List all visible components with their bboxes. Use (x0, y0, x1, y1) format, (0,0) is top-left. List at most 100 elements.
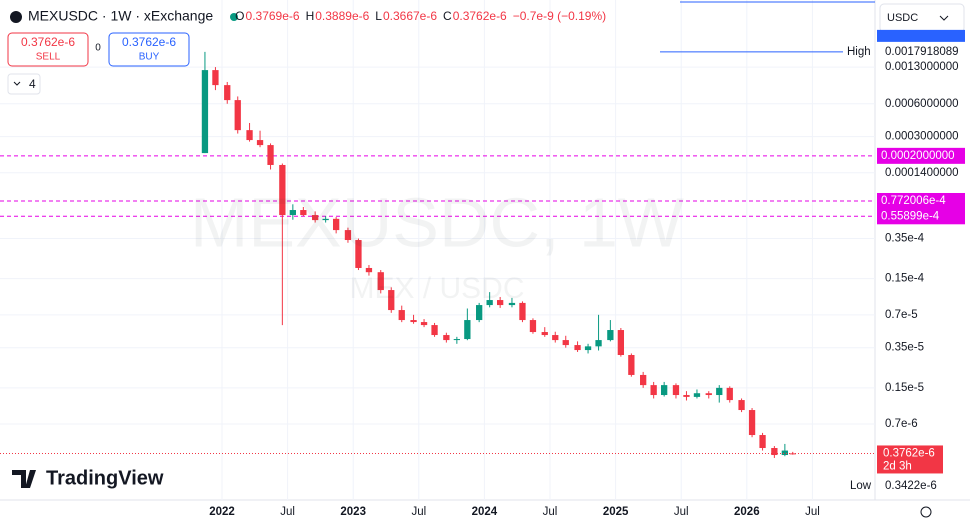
candle-body (661, 385, 668, 396)
candle-body (464, 320, 471, 340)
candle-body (300, 210, 307, 216)
ohlc-value: 0.3667e-6 (383, 9, 437, 23)
candle-body (388, 290, 395, 311)
price-line-badge (877, 147, 965, 164)
change: −0.7e-9 (−0.19%) (513, 9, 606, 23)
countdown: 2d 3h (883, 460, 912, 472)
candle-body (322, 218, 329, 221)
indicators-count: 4 (29, 77, 36, 91)
candle-body (267, 145, 274, 165)
candle-body (738, 400, 745, 411)
y-tick-label: 0.35e-4 (885, 233, 925, 245)
high-badge (877, 29, 965, 42)
sell-button[interactable] (7, 32, 89, 67)
price-line-badge (877, 208, 965, 225)
candle-body (256, 140, 264, 146)
candle-body (650, 385, 657, 396)
y-tick-label: 0.0006000000 (885, 98, 959, 110)
candle-body (476, 305, 483, 321)
ohlc-value: 0.3769e-6 (246, 9, 300, 23)
candle-body (344, 230, 352, 241)
candle-body (781, 450, 789, 456)
candle-body (640, 374, 647, 386)
candle-body (431, 325, 438, 336)
sell-label: SELL (36, 52, 61, 63)
candle-body (574, 345, 581, 351)
candle-body (234, 100, 241, 131)
low-text: Low (850, 480, 872, 492)
buy-button[interactable] (108, 32, 190, 67)
candle-body (683, 395, 690, 397)
price-line-label: 0.772006e-4 (881, 195, 946, 207)
plot-area (0, 0, 875, 500)
candle-body (312, 215, 319, 221)
candle-body (410, 320, 417, 323)
candle-body (212, 70, 219, 86)
candle-body (355, 240, 362, 268)
candle-body (617, 330, 625, 356)
candle-body (726, 387, 733, 401)
candle-body (279, 164, 286, 216)
candle-body (519, 302, 526, 321)
x-tick-label: Jul (543, 506, 558, 518)
candle-body (672, 385, 680, 396)
spread: 0 (95, 43, 101, 54)
currency: USDC (887, 12, 918, 24)
y-tick-label: 0.35e-5 (885, 342, 924, 354)
last-price-label: 0.3762e-6 (883, 447, 935, 459)
y-tick-label: 0.7e-5 (885, 309, 918, 321)
candle-body (748, 410, 756, 436)
x-tick-label: 2024 (472, 506, 498, 518)
candle-body (497, 300, 504, 306)
logo-mark (12, 470, 36, 488)
dropdown-arrow (939, 15, 949, 21)
ohlc-value: 0.3889e-6 (315, 9, 369, 23)
symbol-title: MEXUSDC · 1W · xExchange (28, 8, 213, 24)
overlay: MEXUSDC · 1W · xExchange 0.3762e-6 SELL … (7, 3, 965, 518)
x-tick-label: Jul (411, 506, 426, 518)
x-tick-label: Jul (280, 506, 295, 518)
last-price-badge (877, 445, 943, 474)
x-tick-label: Jul (805, 506, 820, 518)
indicators-toggle[interactable] (7, 73, 41, 95)
logo: TradingView (46, 467, 164, 489)
candle-body (628, 355, 635, 375)
watermark: MEXUSDC, 1W (190, 183, 684, 261)
candle-body (705, 393, 712, 396)
market-status (230, 13, 238, 21)
ohlc-key: H (306, 9, 315, 23)
high-text: High (847, 46, 871, 58)
candle-body (420, 322, 428, 326)
ohlc-value: 0.3762e-6 (453, 9, 507, 23)
symbol-icon (10, 11, 22, 23)
price-line-label: 0.55899e-4 (881, 210, 940, 222)
ohlc-key: O (235, 9, 244, 23)
y-tick-label: 0.15e-5 (885, 382, 924, 394)
ohlc-key: C (443, 9, 452, 23)
price-line-label: 0.0002000000 (881, 150, 955, 162)
candle-body (365, 267, 373, 273)
x-tick-label: 2023 (340, 506, 366, 518)
candle-body (486, 300, 493, 306)
candle-body (541, 332, 548, 336)
high-label: 0.0017918089 (885, 46, 959, 58)
x-tick-label: 2025 (603, 506, 629, 518)
y-tick-label: 0.0003000000 (885, 131, 959, 143)
ohlc-key: L (375, 9, 382, 23)
y-tick-label: 0.15e-4 (885, 273, 925, 285)
x-tick-label: 2026 (734, 506, 760, 518)
candle-body (595, 340, 602, 347)
x-tick-label: Jul (674, 506, 689, 518)
y-tick-label: 0.7e-6 (885, 418, 918, 430)
x-tick-label: 2022 (209, 506, 235, 518)
settings-icon[interactable] (920, 506, 932, 518)
candle-body (398, 310, 405, 321)
candle-body (552, 335, 559, 341)
candle-body (529, 320, 537, 333)
candle-body (224, 85, 231, 101)
candle-body (759, 435, 766, 449)
sell-price: 0.3762e-6 (21, 35, 75, 49)
candle-body (716, 387, 723, 396)
